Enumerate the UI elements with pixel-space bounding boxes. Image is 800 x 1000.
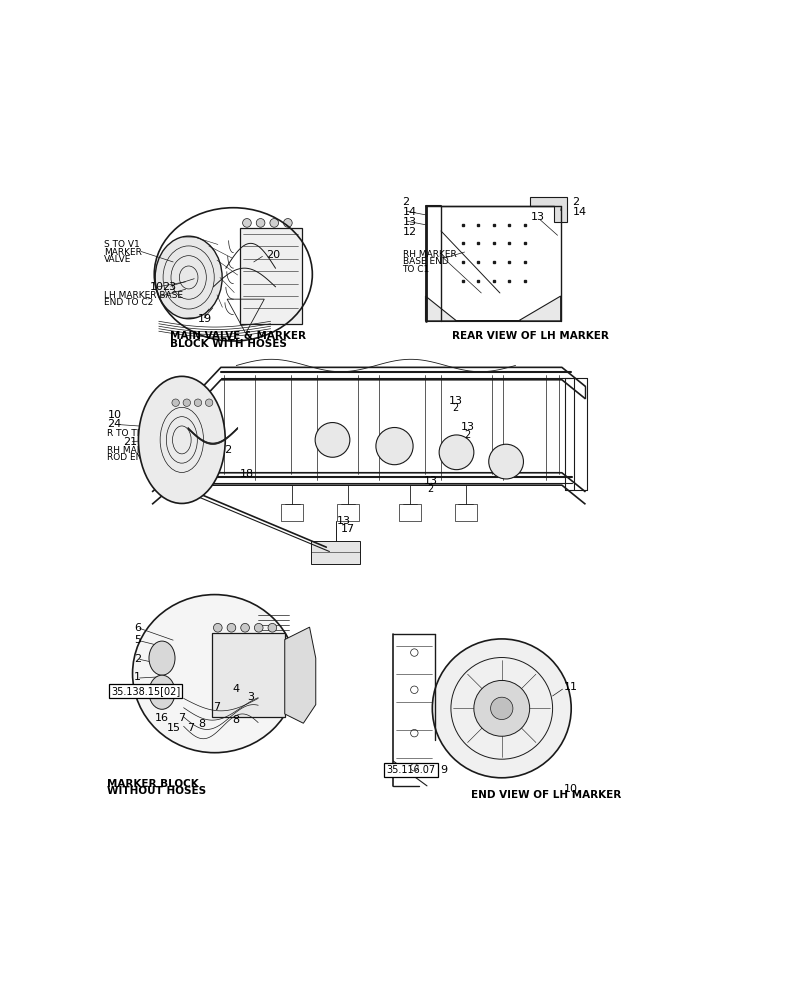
Text: 23: 23 — [162, 282, 176, 292]
Circle shape — [432, 639, 571, 778]
Text: 7: 7 — [187, 723, 194, 733]
Text: 24: 24 — [107, 419, 122, 429]
Circle shape — [376, 428, 413, 465]
Text: 8: 8 — [232, 715, 239, 725]
Text: 13: 13 — [402, 217, 417, 227]
Text: 13: 13 — [461, 422, 475, 432]
Ellipse shape — [133, 595, 297, 753]
Text: 15: 15 — [167, 723, 181, 733]
Circle shape — [214, 623, 222, 632]
Circle shape — [194, 399, 202, 406]
Text: 10: 10 — [150, 282, 163, 292]
Circle shape — [183, 399, 190, 406]
Ellipse shape — [149, 641, 175, 675]
Text: MARKER: MARKER — [104, 248, 142, 257]
Ellipse shape — [155, 236, 222, 319]
Text: 13: 13 — [531, 212, 545, 222]
Ellipse shape — [149, 675, 175, 709]
Polygon shape — [310, 541, 360, 564]
Text: 35.116.07: 35.116.07 — [386, 765, 435, 775]
Polygon shape — [285, 627, 316, 723]
Text: 7: 7 — [178, 713, 186, 723]
Polygon shape — [530, 197, 567, 222]
Circle shape — [206, 399, 213, 406]
Circle shape — [489, 444, 523, 479]
Text: BASE END: BASE END — [402, 257, 448, 266]
Text: 2: 2 — [427, 484, 434, 494]
Text: 14: 14 — [573, 207, 586, 217]
Text: 8: 8 — [198, 719, 205, 729]
Circle shape — [268, 623, 277, 632]
Text: MARKER BLOCK: MARKER BLOCK — [107, 779, 199, 789]
Circle shape — [256, 219, 265, 227]
Text: S TO V1: S TO V1 — [104, 240, 139, 249]
Text: 19: 19 — [198, 314, 212, 324]
Text: 7: 7 — [213, 702, 220, 712]
Text: 18: 18 — [239, 469, 254, 479]
FancyBboxPatch shape — [239, 228, 302, 324]
Text: 10: 10 — [564, 784, 578, 794]
Bar — [454, 504, 477, 521]
Text: END TO C2: END TO C2 — [104, 298, 153, 307]
Text: TO C1: TO C1 — [402, 265, 430, 274]
Text: 17: 17 — [341, 524, 354, 534]
Text: VALVE: VALVE — [104, 255, 131, 264]
Text: WITHOUT HOSES: WITHOUT HOSES — [107, 786, 206, 796]
Bar — [281, 504, 303, 521]
Circle shape — [227, 623, 236, 632]
Text: MAIN VALVE & MARKER: MAIN VALVE & MARKER — [170, 331, 306, 341]
Text: 16: 16 — [154, 713, 169, 723]
Text: 13: 13 — [449, 396, 462, 406]
Text: LH MARKER BASE: LH MARKER BASE — [104, 291, 182, 300]
Circle shape — [474, 680, 530, 736]
Ellipse shape — [138, 376, 226, 503]
Text: 21: 21 — [123, 437, 138, 447]
Text: 11: 11 — [564, 682, 578, 692]
Text: 20: 20 — [266, 250, 280, 260]
Text: 2: 2 — [452, 403, 458, 413]
Text: 1: 1 — [134, 672, 141, 682]
Circle shape — [242, 219, 251, 227]
Text: 5: 5 — [134, 635, 141, 645]
Text: 22: 22 — [218, 445, 232, 455]
Text: 13: 13 — [337, 516, 351, 526]
Circle shape — [315, 423, 350, 457]
Text: 4: 4 — [232, 684, 239, 694]
Text: BLOCK WITH HOSES: BLOCK WITH HOSES — [170, 339, 287, 349]
Circle shape — [490, 697, 513, 720]
Circle shape — [439, 435, 474, 470]
Text: 12: 12 — [402, 227, 417, 237]
Text: 13: 13 — [446, 449, 460, 459]
Bar — [399, 504, 421, 521]
Circle shape — [254, 623, 263, 632]
Text: END VIEW OF LH MARKER: END VIEW OF LH MARKER — [470, 790, 621, 800]
Polygon shape — [426, 296, 561, 321]
Text: REAR VIEW OF LH MARKER: REAR VIEW OF LH MARKER — [452, 331, 609, 341]
Text: 2: 2 — [465, 430, 471, 440]
Text: 2: 2 — [402, 197, 410, 207]
Text: RH MARKER: RH MARKER — [402, 250, 456, 259]
Text: 9: 9 — [440, 765, 447, 775]
Bar — [211, 633, 285, 717]
Circle shape — [270, 219, 278, 227]
Text: 2: 2 — [450, 457, 456, 467]
Text: RH MARKER: RH MARKER — [107, 446, 161, 455]
Text: 3: 3 — [247, 692, 254, 702]
Text: 14: 14 — [402, 207, 417, 217]
Text: ROD END: ROD END — [107, 453, 150, 462]
Text: 2: 2 — [134, 654, 142, 664]
Circle shape — [172, 399, 179, 406]
Bar — [337, 504, 359, 521]
Circle shape — [241, 623, 250, 632]
Text: 10: 10 — [107, 410, 122, 420]
Text: 6: 6 — [134, 623, 141, 633]
Text: 13: 13 — [424, 476, 438, 486]
Text: 2: 2 — [573, 197, 579, 207]
Circle shape — [283, 219, 292, 227]
Text: R TO TEE UNION: R TO TEE UNION — [107, 429, 181, 438]
Text: 35.138.15[02]: 35.138.15[02] — [111, 686, 181, 696]
